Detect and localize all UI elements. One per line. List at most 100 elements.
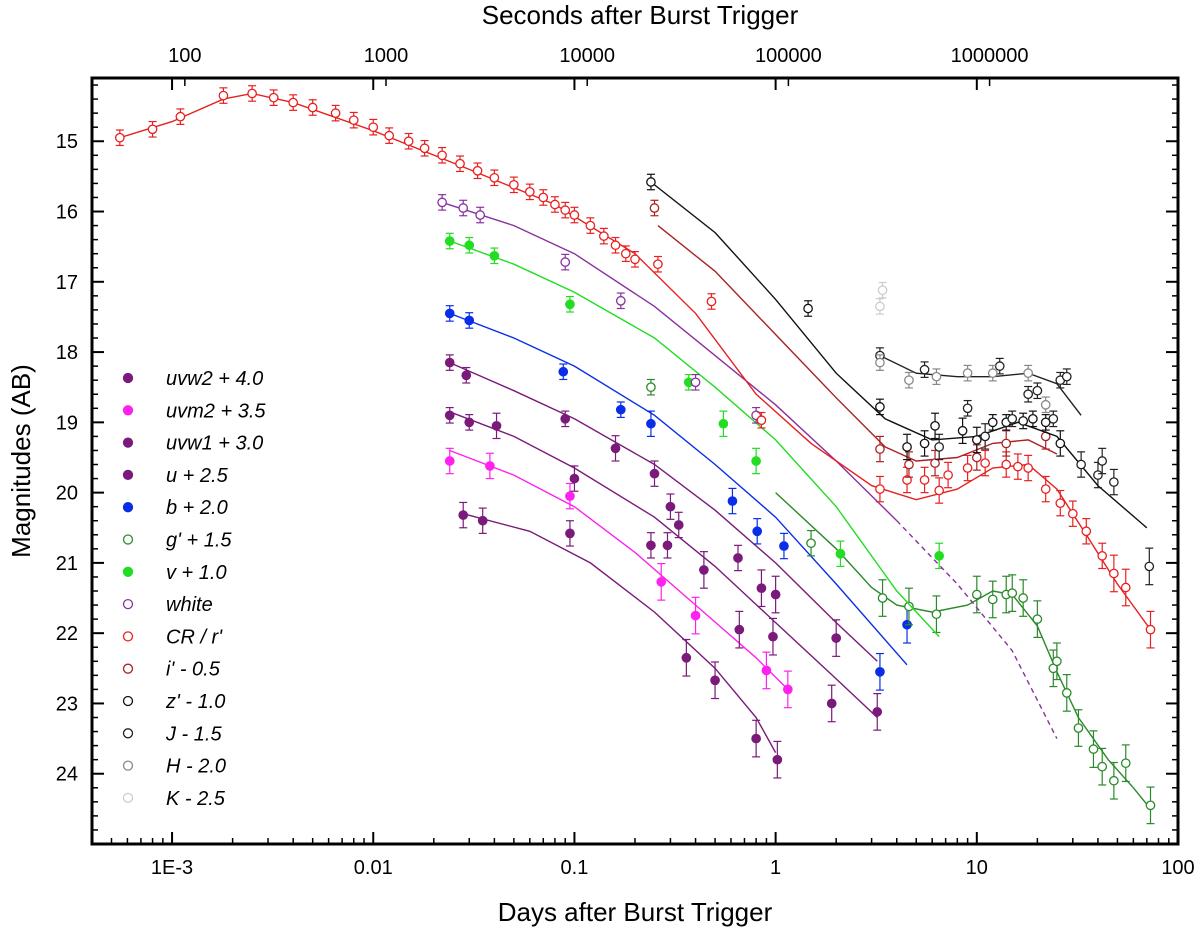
- legend-marker: [122, 792, 134, 804]
- data-point: [727, 496, 738, 506]
- y-tick-label: 20: [56, 483, 78, 505]
- data-point: [662, 540, 673, 551]
- data-point: [538, 192, 549, 203]
- legend-label: CR / r': [166, 626, 223, 648]
- data-point: [464, 240, 475, 251]
- data-point: [1144, 561, 1155, 572]
- data-point: [904, 459, 914, 470]
- fit-curve: [449, 361, 878, 662]
- legend-label: g' + 1.5: [166, 530, 232, 552]
- data-point: [1109, 775, 1119, 786]
- data-point: [699, 565, 709, 575]
- data-point: [384, 130, 395, 141]
- data-point: [875, 484, 885, 494]
- data-point: [1023, 389, 1034, 400]
- data-point: [1007, 413, 1018, 424]
- data-point: [665, 501, 676, 512]
- data-point: [877, 593, 888, 603]
- data-point: [1007, 588, 1018, 598]
- fit-curve: [775, 492, 1152, 810]
- series-group: [437, 194, 1058, 739]
- data-point: [646, 177, 656, 187]
- data-point: [980, 431, 990, 442]
- legend-marker: [122, 598, 134, 610]
- data-point: [649, 468, 660, 479]
- data-point: [458, 510, 469, 520]
- data-point: [756, 583, 767, 594]
- data-point: [288, 97, 299, 108]
- data-point: [826, 698, 837, 709]
- data-point: [569, 473, 580, 484]
- y-axis-title: Magnitudes (AB): [6, 364, 36, 558]
- fit-curve: [449, 411, 878, 719]
- data-point: [971, 435, 982, 445]
- data-point: [646, 382, 656, 393]
- fit-curve: [119, 92, 1152, 631]
- data-point: [1052, 656, 1062, 667]
- x-tick-label: 1: [770, 857, 781, 879]
- data-point: [962, 403, 973, 414]
- data-point: [268, 92, 279, 103]
- data-point: [673, 520, 684, 530]
- data-point: [649, 203, 660, 213]
- data-point: [872, 707, 883, 717]
- data-point: [558, 366, 569, 377]
- fit-curve: [441, 201, 898, 522]
- data-point: [560, 257, 571, 267]
- data-point: [1145, 624, 1156, 635]
- legend-label: H - 2.0: [166, 756, 226, 778]
- legend-label: z' - 1.0: [165, 691, 225, 713]
- legend-marker: [122, 695, 134, 707]
- data-point: [524, 186, 535, 197]
- data-point: [1040, 417, 1051, 428]
- legend: uvw2 + 4.0 uvm2 + 3.5 uvw1 + 3.0 u + 2.5 b +…: [122, 368, 266, 810]
- legend-label: b + 2.0: [166, 497, 228, 519]
- data-point: [994, 361, 1005, 371]
- data-point: [1013, 461, 1023, 472]
- x-tick-label: 10: [966, 857, 988, 879]
- data-point: [768, 631, 778, 642]
- data-point: [1061, 371, 1072, 382]
- data-point: [772, 754, 783, 765]
- data-point: [1001, 459, 1012, 470]
- data-point: [620, 248, 631, 259]
- data-point: [615, 295, 626, 306]
- data-point: [610, 443, 621, 454]
- fit-curve: [449, 449, 789, 690]
- axis-ticks: 1E-3 0.01 0.1 1 10 100 100 1000 10000 100000 10000…: [56, 45, 1195, 879]
- data-point: [368, 122, 379, 133]
- y-tick-label: 22: [56, 623, 78, 645]
- y-tick-label: 23: [56, 693, 78, 715]
- y-tick-label: 24: [56, 764, 78, 786]
- fit-curve: [879, 354, 1082, 416]
- data-point: [752, 526, 763, 537]
- data-point: [987, 594, 998, 605]
- legend-marker: [122, 566, 134, 577]
- series-group: [444, 354, 878, 662]
- y-tick-label: 16: [56, 202, 78, 224]
- data-point: [875, 301, 885, 312]
- legend-marker: [122, 502, 134, 513]
- data-point: [1109, 568, 1119, 579]
- data-point: [630, 254, 640, 265]
- data-point: [610, 240, 621, 251]
- data-point: [1067, 508, 1078, 519]
- data-point: [681, 652, 692, 663]
- data-point: [1073, 723, 1084, 733]
- legend-marker: [122, 631, 134, 642]
- x2-tick-label: 1000: [364, 45, 409, 67]
- data-point: [437, 197, 447, 208]
- y-tick-label: 21: [56, 553, 78, 575]
- legend-label: u + 2.5: [166, 465, 229, 487]
- data-point: [458, 203, 469, 213]
- x-axis-title: Days after Burst Trigger: [498, 897, 773, 927]
- plot-content: [114, 85, 1156, 825]
- data-point: [751, 733, 761, 744]
- data-point: [931, 609, 942, 620]
- data-point: [1120, 758, 1131, 769]
- data-point: [1055, 438, 1066, 449]
- legend-marker: [122, 663, 134, 674]
- data-point: [1097, 761, 1108, 772]
- data-point: [615, 404, 626, 415]
